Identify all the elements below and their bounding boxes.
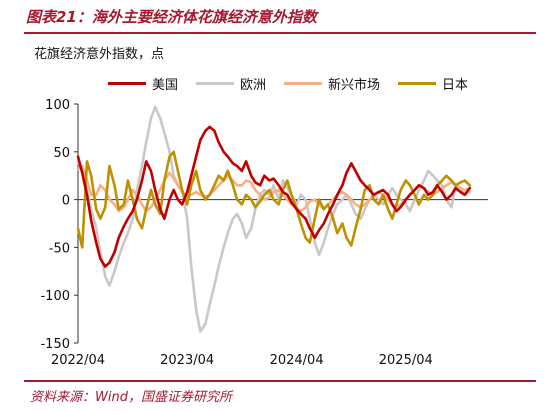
x-tick-label-1: 2023/04 [160, 353, 214, 368]
source-note: 资料来源：Wind，国盛证券研究所 [30, 390, 232, 405]
legend-item-us: 美国 [108, 74, 178, 93]
footer-rule [24, 380, 536, 382]
legend-label-japan: 日本 [442, 77, 469, 93]
y-tick-label-5: -150 [40, 337, 70, 352]
x-tick-label-0: 2022/04 [51, 353, 105, 368]
legend-item-europe: 欧洲 [196, 74, 266, 93]
x-tick-label-2: 2024/04 [270, 353, 324, 368]
series-line-japan [76, 150, 472, 249]
figure-title: 图表21：海外主要经济体花旗经济意外指数 [26, 8, 317, 26]
legend-swatch-japan [398, 81, 437, 85]
legend-label-em: 新兴市场 [328, 77, 381, 93]
y-tick-label-1: 50 [53, 146, 70, 161]
legend-item-em: 新兴市场 [284, 74, 380, 93]
y-tick-label-2: 0 [62, 194, 70, 209]
legend-swatch-us [108, 81, 146, 85]
legend-item-japan: 日本 [398, 74, 468, 93]
series-line-us [76, 125, 472, 268]
y-tick-label-0: 100 [45, 98, 70, 113]
legend-swatch-europe [196, 81, 235, 85]
legend-label-europe: 欧洲 [240, 77, 267, 93]
legend: 美国 欧洲 新兴市场 日本 [108, 73, 486, 93]
legend-swatch-em [284, 81, 323, 85]
legend-label-us: 美国 [152, 77, 179, 93]
chart-title: 花旗经济意外指数，点 [34, 47, 165, 62]
y-tick-label-3: -50 [49, 241, 70, 256]
x-tick-label-3: 2025/04 [379, 353, 433, 368]
y-tick-label-4: -100 [40, 289, 70, 304]
title-rule [24, 32, 536, 34]
